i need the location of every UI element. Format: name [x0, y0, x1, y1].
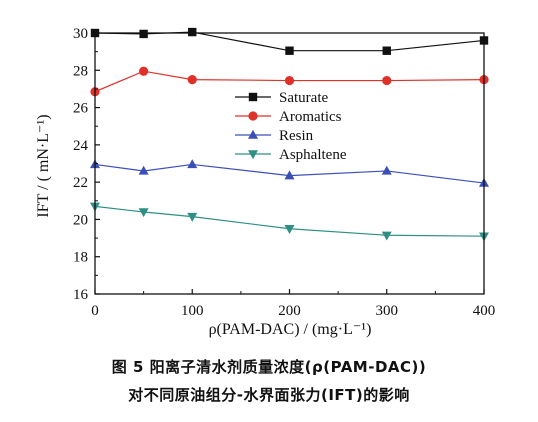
- data-point-aromatics: [187, 75, 197, 85]
- data-point-aromatics: [284, 75, 295, 86]
- x-tick-label: 100: [181, 303, 204, 319]
- series-line-aromatics: [94, 70, 485, 93]
- x-tick-label: 0: [91, 303, 99, 319]
- y-tick-label: 20: [73, 212, 88, 228]
- data-point-resin: [381, 165, 392, 175]
- data-point-asphaltene: [284, 225, 295, 234]
- y-tick-label: 30: [73, 26, 88, 42]
- data-point-asphaltene: [138, 208, 149, 218]
- data-point-saturate: [188, 27, 197, 37]
- y-tick-label: 24: [73, 138, 89, 154]
- data-point-asphaltene: [381, 231, 392, 241]
- plot-frame: [94, 32, 485, 295]
- figure-caption-line-1: 图 5 阳离子清水剂质量浓度(ρ(PAM-DAC)): [111, 358, 427, 376]
- legend-label-aromatics: Aromatics: [279, 109, 342, 125]
- data-point-resin: [187, 159, 198, 169]
- series-line-asphaltene: [94, 205, 485, 237]
- figure-caption-line-2: 对不同原油组分-水界面张力(IFT)的影响: [128, 386, 410, 404]
- x-axis-label: ρ(PAM-DAC) / (mg·L⁻¹): [209, 321, 372, 338]
- y-tick-label: 22: [73, 175, 88, 191]
- series-line-resin: [94, 163, 485, 184]
- series-line-saturate: [94, 31, 485, 52]
- data-point-saturate: [139, 29, 148, 39]
- legend-label-asphaltene: Asphaltene: [279, 147, 347, 163]
- data-point-resin: [284, 170, 295, 180]
- legend: Saturate Aromatics Resin Asphaltene: [235, 90, 347, 163]
- legend-marker-saturate: [248, 92, 258, 102]
- legend-label-saturate: Saturate: [279, 90, 328, 106]
- x-tick-label: 300: [376, 303, 399, 319]
- legend-marker-aromatics: [248, 111, 258, 121]
- data-point-resin: [138, 165, 149, 175]
- y-tick-label: 18: [73, 250, 88, 266]
- y-axis-label: IFT / ( mN·L⁻¹): [35, 114, 52, 217]
- data-point-asphaltene: [187, 212, 198, 222]
- y-tick-label: 28: [73, 63, 88, 79]
- y-tick-label: 26: [73, 101, 89, 117]
- data-point-aromatics: [382, 75, 392, 86]
- legend-label-resin: Resin: [279, 128, 314, 144]
- data-point-saturate: [382, 46, 391, 55]
- data-point-aromatics: [139, 66, 149, 76]
- y-tick-label: 16: [73, 287, 89, 303]
- data-point-saturate: [285, 46, 294, 55]
- legend-marker-resin: [248, 129, 258, 139]
- legend-marker-asphaltene: [248, 150, 258, 160]
- x-tick-label: 400: [473, 303, 496, 319]
- x-tick-label: 200: [278, 303, 301, 319]
